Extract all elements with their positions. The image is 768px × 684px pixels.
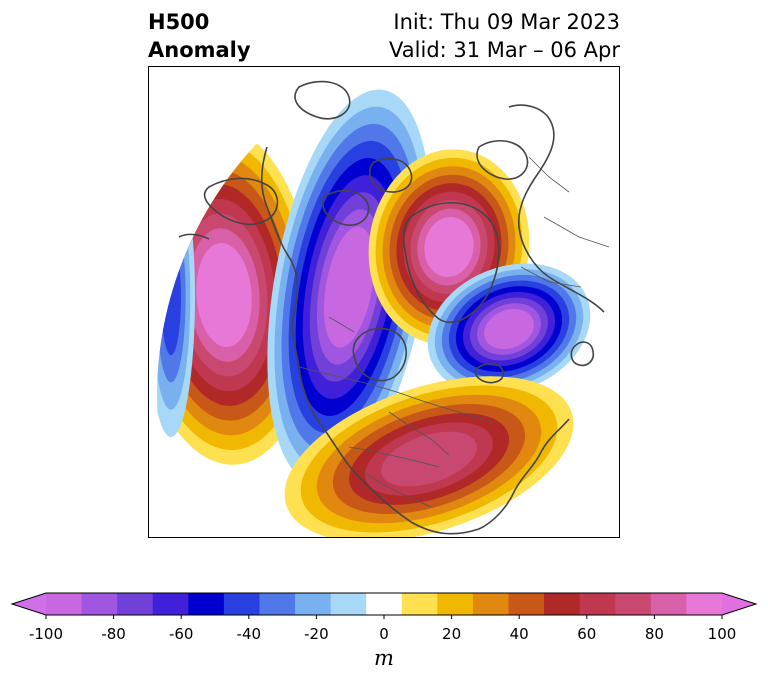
coastline — [570, 341, 595, 367]
coastline — [203, 177, 279, 226]
date-info: Init: Thu 09 Mar 2023 Valid: 31 Mar – 06… — [389, 8, 620, 64]
colorbar-tick-label: -80 — [101, 625, 126, 643]
colorbar-segment — [472, 593, 510, 615]
colorbar-segment — [579, 593, 616, 615]
coastline — [294, 80, 351, 120]
contour-band — [484, 308, 534, 350]
map-canvas — [157, 80, 610, 537]
title-line-anomaly: Anomaly — [148, 38, 251, 62]
colorbar-tick-label: 60 — [577, 625, 597, 643]
colorbar-segment — [81, 593, 118, 615]
coastline — [402, 201, 500, 324]
anomaly-gulf-of-alaska-trough — [157, 157, 195, 437]
colorbar-tick-label: 20 — [442, 625, 462, 643]
political-border — [520, 266, 582, 288]
contour-band — [381, 431, 477, 487]
colorbar-segment — [259, 593, 296, 615]
political-border — [298, 366, 495, 423]
contour-band — [196, 242, 252, 348]
title-line-variable: H500 — [148, 10, 210, 34]
colorbar-segment — [366, 593, 403, 615]
colorbar-segment — [117, 593, 154, 615]
colorbar-tick-label: -40 — [236, 625, 262, 643]
colorbar-segment — [508, 593, 545, 615]
anomaly-southeast-us-ridge — [284, 376, 574, 537]
political-border — [328, 316, 355, 333]
colorbar-segment — [152, 593, 189, 615]
anomaly-europe-trough — [427, 263, 591, 395]
colorbar-tick-label: 0 — [379, 625, 389, 643]
coastline — [260, 146, 412, 523]
colorbar-segment — [188, 593, 225, 615]
colorbar-tick-label: 100 — [707, 625, 737, 643]
colorbar-extend-high — [722, 593, 756, 615]
colorbar-segment — [437, 593, 474, 615]
valid-date: Valid: 31 Mar – 06 Apr — [389, 38, 620, 62]
colorbar-tick-label: -20 — [304, 625, 329, 643]
colorbar — [10, 592, 758, 619]
coastline — [474, 362, 504, 384]
colorbar-segment — [295, 593, 332, 615]
init-date: Init: Thu 09 Mar 2023 — [393, 10, 620, 34]
colorbar-segment — [46, 593, 83, 615]
anomaly-map — [148, 66, 620, 538]
colorbar-tick-label: -100 — [28, 625, 64, 643]
colorbar-tick-label: 80 — [644, 625, 664, 643]
contour-band — [323, 226, 375, 348]
political-border — [543, 216, 610, 248]
colorbar-segment — [544, 593, 581, 615]
political-border — [388, 411, 450, 456]
colorbar-segment — [686, 593, 723, 615]
coastline — [178, 233, 210, 240]
map-title: H500 Anomaly — [148, 8, 251, 64]
coastline — [410, 418, 570, 535]
political-border — [363, 471, 432, 508]
coastline — [322, 189, 370, 226]
coastline — [352, 327, 407, 382]
contour-band — [424, 217, 474, 277]
colorbar-segment — [223, 593, 260, 615]
coastline — [476, 140, 529, 180]
coastline — [369, 157, 413, 193]
political-border — [348, 446, 440, 468]
colorbar-tick-label: 40 — [509, 625, 529, 643]
colorbar-extend-low — [12, 593, 46, 615]
colorbar-unit-label: m — [374, 646, 394, 670]
colorbar-segment — [330, 593, 367, 615]
colorbar-segment — [650, 593, 687, 615]
colorbar-tick-label: -60 — [168, 625, 194, 643]
colorbar-segment — [401, 593, 438, 615]
colorbar-segment — [615, 593, 652, 615]
coastline — [508, 104, 605, 313]
contour-band — [161, 238, 181, 356]
political-border — [528, 156, 570, 193]
